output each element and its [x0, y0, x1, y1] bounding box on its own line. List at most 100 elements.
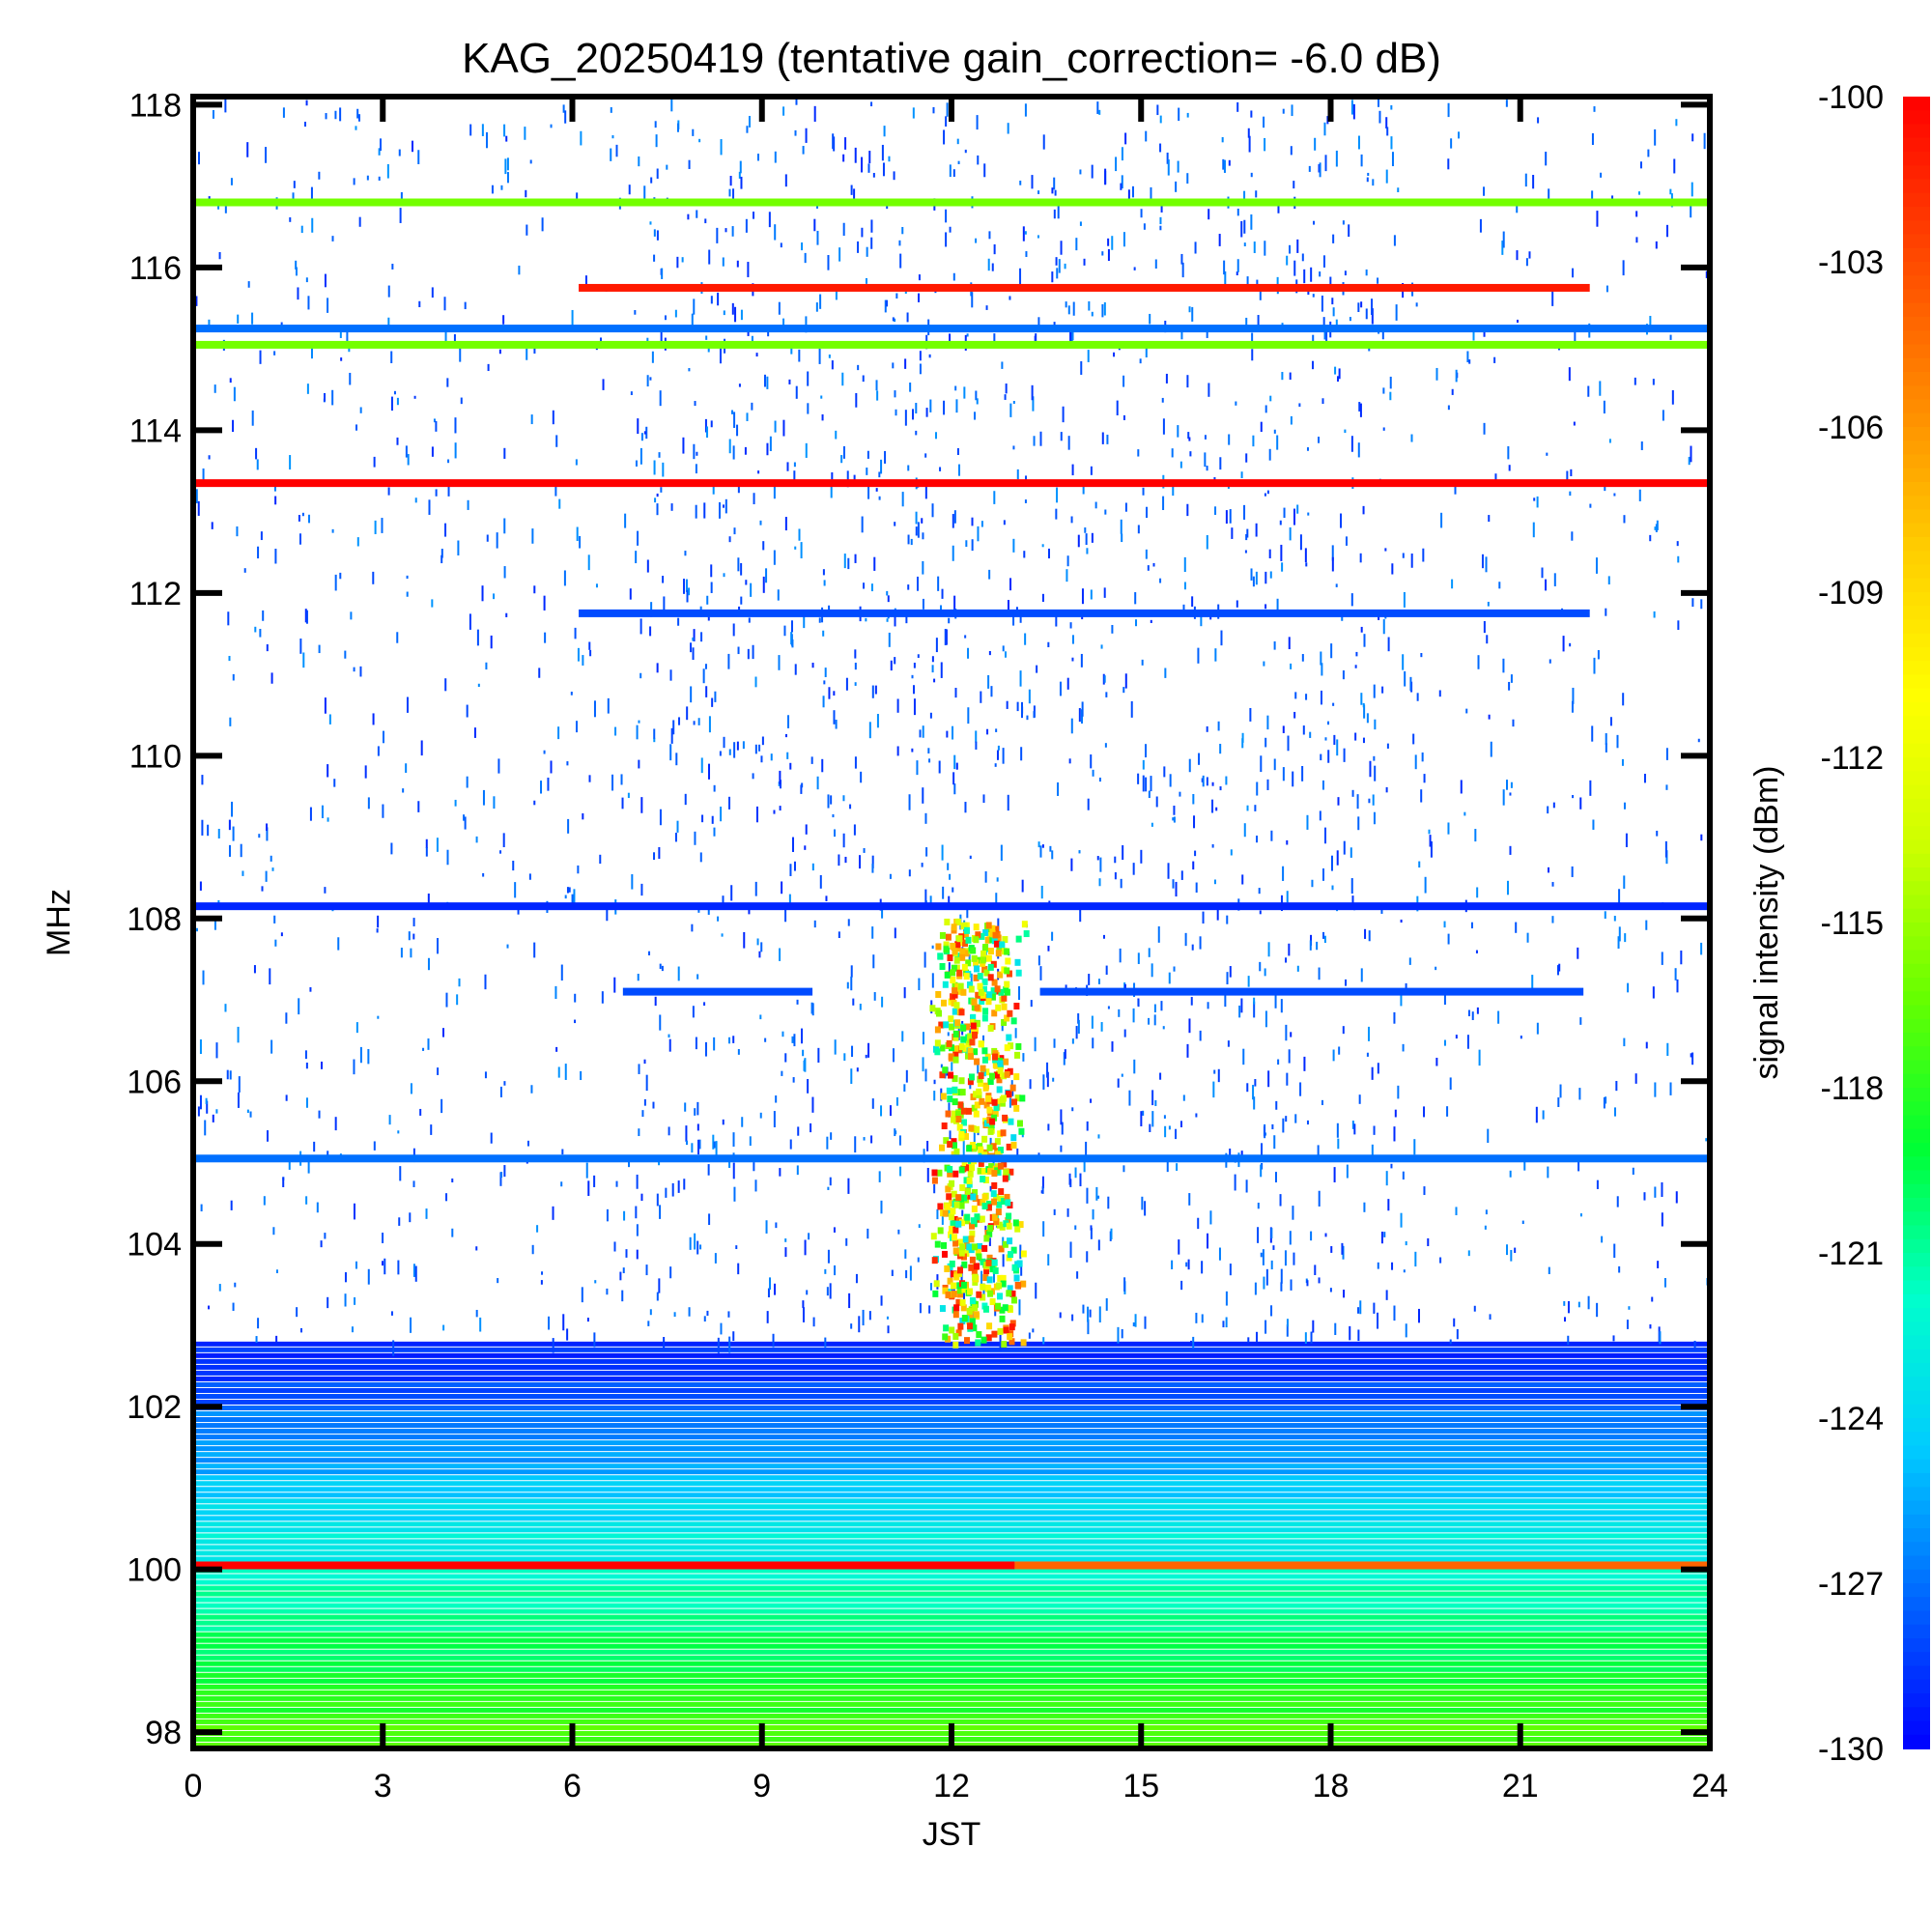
sporadic-speck [744, 446, 747, 455]
sporadic-speck [1146, 506, 1149, 519]
sporadic-speck [862, 1309, 865, 1326]
sporadic-speck [1140, 1111, 1143, 1126]
sporadic-speck [454, 442, 457, 459]
sporadic-speck [1357, 1329, 1360, 1342]
sporadic-speck [1649, 1323, 1652, 1329]
sporadic-speck [656, 230, 659, 241]
sporadic-speck [677, 966, 680, 981]
sporadic-speck [918, 1224, 921, 1229]
sporadic-speck [1318, 1190, 1321, 1207]
sporadic-speck [762, 576, 765, 593]
sporadic-speck [797, 1126, 800, 1136]
burst-cell [987, 1078, 994, 1086]
sporadic-speck [1254, 805, 1257, 811]
sporadic-speck [548, 1316, 551, 1330]
colorbar-cell [1903, 798, 1930, 813]
sporadic-speck [714, 1253, 717, 1264]
sporadic-speck [1467, 1009, 1470, 1017]
sporadic-speck [1124, 673, 1127, 689]
burst-cell [983, 1235, 990, 1242]
sporadic-speck [722, 1119, 724, 1125]
burst-cell [960, 1194, 967, 1202]
sporadic-speck [823, 680, 826, 685]
burst-cell [997, 1274, 1004, 1282]
sporadic-speck [1101, 303, 1104, 318]
noise-strip [193, 1661, 1710, 1666]
sporadic-speck [1502, 789, 1505, 806]
noise-strip [193, 1527, 1710, 1533]
sporadic-speck [1548, 1266, 1550, 1274]
sporadic-speck [871, 685, 874, 698]
sporadic-speck [1066, 1208, 1069, 1217]
burst-cell [958, 1249, 965, 1257]
sporadic-speck [1319, 162, 1321, 178]
burst-cell [986, 1144, 993, 1151]
sporadic-speck [266, 823, 269, 832]
sporadic-speck [727, 653, 730, 669]
burst-cell [995, 950, 1002, 957]
sporadic-speck [447, 481, 450, 497]
sporadic-speck [863, 582, 866, 589]
sporadic-speck [916, 760, 919, 776]
noise-strip [193, 1591, 1710, 1597]
sporadic-speck [475, 1309, 478, 1318]
sporadic-speck [466, 776, 469, 788]
burst-cell [950, 1282, 956, 1290]
sporadic-speck [247, 281, 250, 288]
burst-cell [992, 1266, 999, 1274]
sporadic-speck [701, 814, 704, 823]
sporadic-speck [503, 124, 506, 137]
burst-cell [952, 1051, 959, 1059]
sporadic-speck [273, 915, 276, 923]
sporadic-speck [1249, 707, 1252, 722]
sporadic-speck [1373, 755, 1376, 761]
sporadic-speck [858, 1316, 861, 1333]
sporadic-speck [922, 725, 924, 738]
sporadic-speck [296, 1307, 298, 1318]
sporadic-speck [580, 1070, 582, 1081]
sporadic-speck [1663, 1278, 1666, 1288]
sporadic-speck [1083, 258, 1086, 266]
sporadic-speck [201, 775, 204, 785]
sporadic-speck [937, 576, 940, 591]
colorbar-cell [1903, 1308, 1930, 1323]
sporadic-speck [1294, 692, 1297, 699]
sporadic-speck [1274, 1172, 1277, 1183]
sporadic-speck [1520, 1036, 1522, 1039]
sporadic-speck [386, 163, 389, 179]
sporadic-speck [541, 1271, 544, 1275]
sporadic-speck [228, 655, 231, 662]
burst-cell [1020, 1339, 1027, 1347]
sporadic-speck [687, 213, 690, 220]
colorbar-cell [1903, 991, 1930, 1007]
sporadic-speck [953, 754, 956, 770]
sporadic-speck [1253, 1096, 1256, 1110]
sporadic-speck [1191, 306, 1194, 322]
sporadic-speck [1617, 936, 1620, 950]
sporadic-speck [400, 192, 403, 203]
sporadic-speck [1057, 781, 1060, 796]
burst-cell [1001, 1160, 1008, 1168]
sporadic-speck [1475, 950, 1478, 953]
burst-cell [969, 1164, 976, 1172]
burst-cell [994, 1151, 1001, 1158]
sporadic-speck [922, 532, 924, 540]
colorbar-cell [1903, 523, 1930, 538]
sporadic-speck [560, 964, 563, 981]
sporadic-speck [1484, 1225, 1487, 1230]
sporadic-speck [700, 632, 703, 642]
sporadic-speck [1393, 1126, 1396, 1142]
sporadic-speck [350, 611, 353, 620]
sporadic-speck [1593, 657, 1596, 674]
sporadic-speck [742, 741, 745, 750]
sporadic-speck [325, 113, 327, 120]
sporadic-speck [722, 257, 724, 267]
burst-cell [973, 923, 980, 931]
colorbar-cell [1903, 1583, 1930, 1599]
sporadic-speck [1197, 1217, 1200, 1230]
sporadic-speck [783, 625, 786, 637]
sporadic-speck [1570, 469, 1573, 476]
x-tick-label: 21 [1502, 1768, 1539, 1804]
noise-strip [193, 1579, 1710, 1585]
sporadic-speck [1230, 849, 1233, 856]
